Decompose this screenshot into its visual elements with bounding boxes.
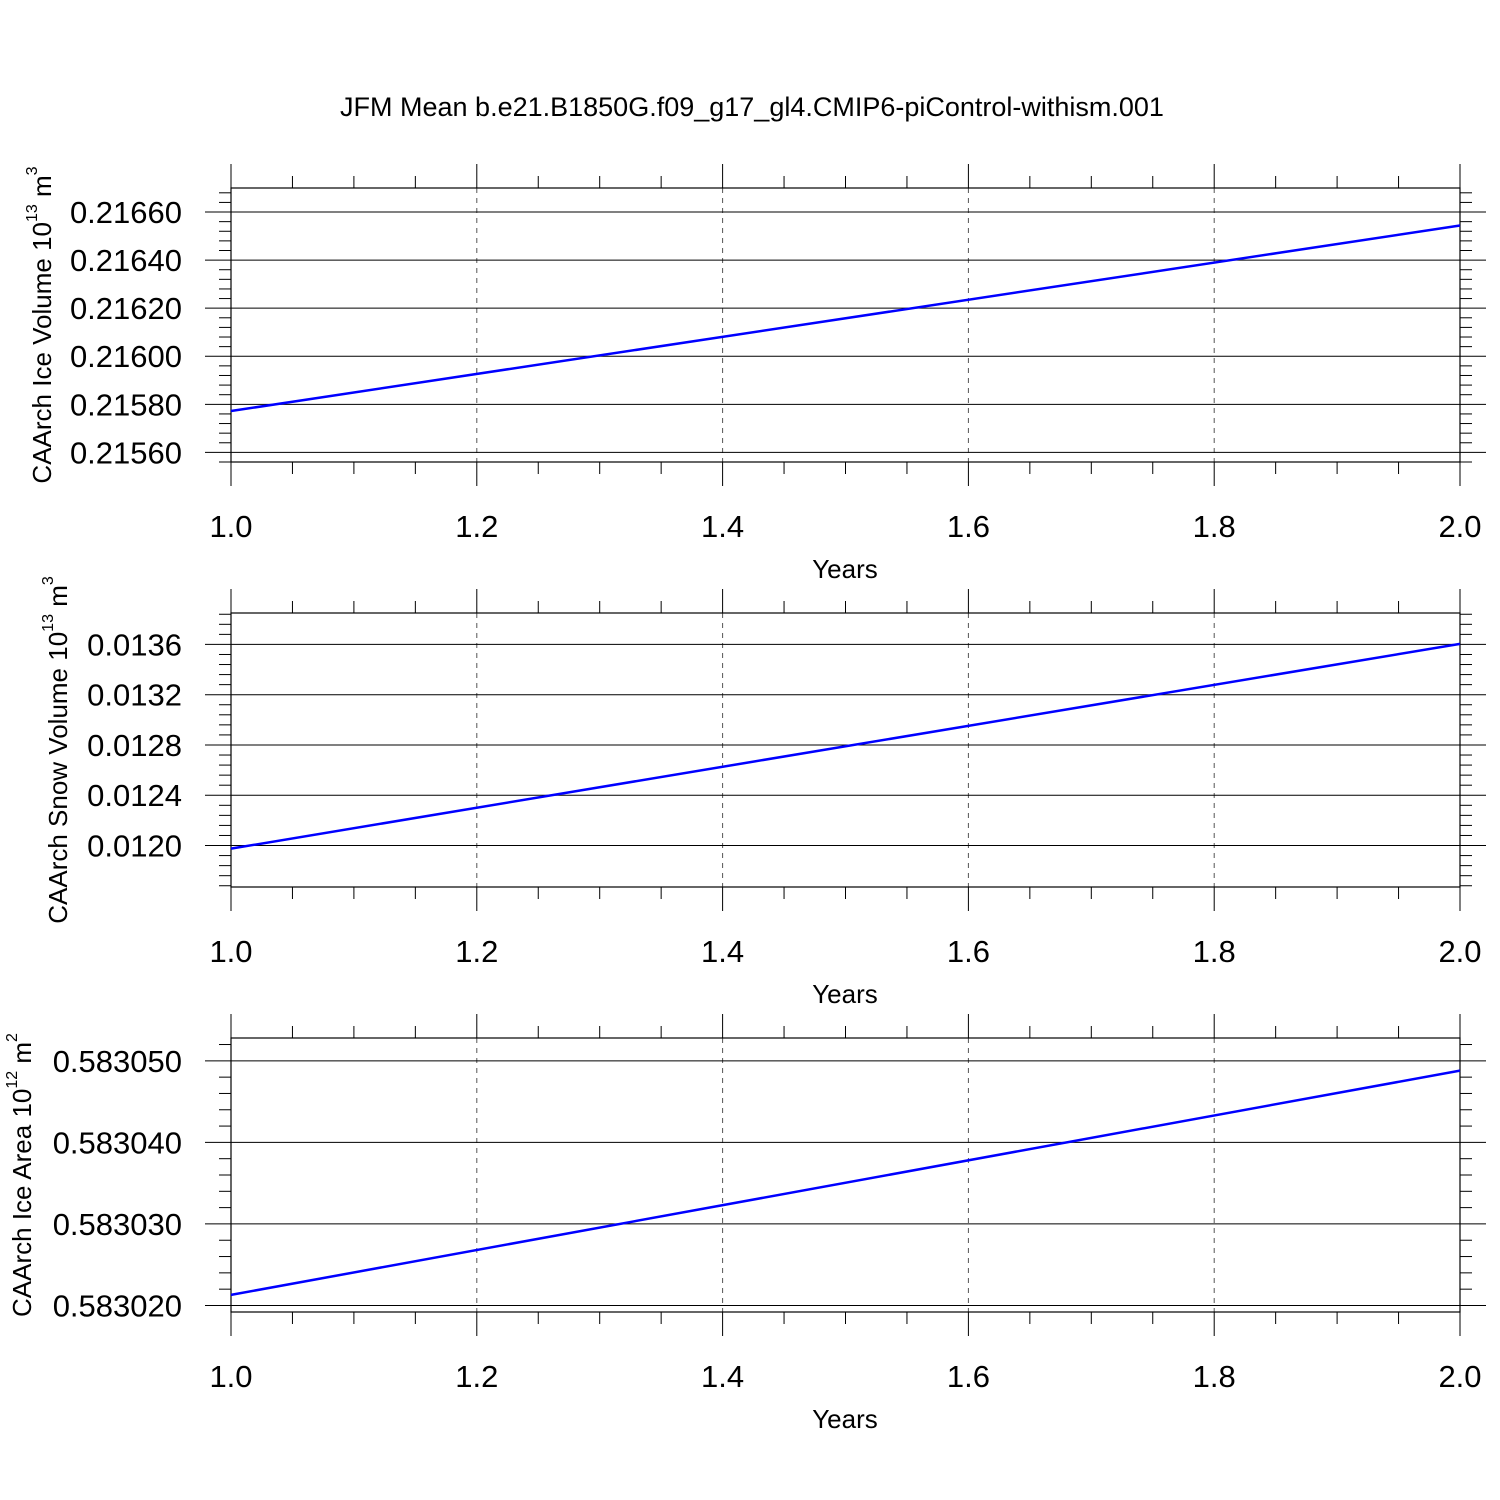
y-axis-title-unit: m — [27, 175, 57, 204]
x-tick-label: 1.0 — [209, 1359, 252, 1394]
main-title: JFM Mean b.e21.B1850G.f09_g17_gl4.CMIP6-… — [340, 92, 1164, 122]
x-tick-label: 1.2 — [455, 1359, 498, 1394]
y-axis-title-unit: m — [7, 1042, 37, 1071]
y-axis-title-unit: m — [43, 585, 73, 614]
chart-panel-1: 1.0 1.2 1.4 1.6 1.8 2.0 0.21560 0.21580 0.21600 0… — [24, 164, 1486, 584]
x-tick-label: 1.6 — [947, 934, 990, 969]
chart-panel-3: 1.0 1.2 1.4 1.6 1.8 2.0 0.583020 0.583030 0.5830… — [4, 1014, 1486, 1434]
y-tick-label: 0.21560 — [70, 435, 182, 470]
y-tick-label: 0.583030 — [53, 1207, 182, 1242]
y-tick-label: 0.0128 — [87, 728, 182, 763]
x-axis-title: Years — [812, 979, 878, 1009]
y-tick-label: 0.21620 — [70, 291, 182, 326]
y-axis-title-exponent: 13 — [24, 204, 41, 222]
panels: 1.0 1.2 1.4 1.6 1.8 2.0 0.21560 0.21580 0.21600 0… — [4, 164, 1486, 1434]
y-tick-label: 0.0120 — [87, 829, 182, 864]
x-tick-label: 1.4 — [701, 934, 744, 969]
y-axis-title-text: CAArch Ice Volume 10 — [27, 222, 57, 484]
y-axis-title: CAArch Snow Volume 1013 m3 — [40, 576, 74, 924]
x-tick-label: 1.0 — [209, 934, 252, 969]
x-axis-title: Years — [812, 554, 878, 584]
chart-panel-2: 1.0 1.2 1.4 1.6 1.8 2.0 0.0120 0.0124 0.0128 0.01… — [40, 576, 1486, 1009]
y-tick-label: 0.21600 — [70, 339, 182, 374]
y-axis-title-unit-exponent: 2 — [4, 1033, 21, 1042]
y-tick-label: 0.583040 — [53, 1125, 182, 1160]
x-tick-label: 1.8 — [1193, 934, 1236, 969]
series-line-1 — [230, 642, 1461, 850]
y-tick-label: 0.21640 — [70, 243, 182, 278]
x-tick-label: 1.6 — [947, 1359, 990, 1394]
y-tick-label: 0.21580 — [70, 387, 182, 422]
series-line-1 — [230, 1069, 1461, 1297]
x-tick-label: 1.4 — [701, 1359, 744, 1394]
y-axis-title-exponent: 12 — [4, 1071, 21, 1089]
y-axis-title-unit-exponent: 3 — [40, 576, 57, 585]
x-tick-label: 2.0 — [1438, 1359, 1481, 1394]
x-tick-label: 2.0 — [1438, 934, 1481, 969]
x-tick-label: 1.2 — [455, 509, 498, 544]
x-tick-label: 1.0 — [209, 509, 252, 544]
y-tick-label: 0.583020 — [53, 1288, 182, 1323]
y-tick-label: 0.21660 — [70, 195, 182, 230]
x-axis-title: Years — [812, 1404, 878, 1434]
x-tick-label: 1.2 — [455, 934, 498, 969]
y-axis-title: CAArch Ice Area 1012 m2 — [4, 1033, 38, 1317]
y-axis-title-unit-exponent: 3 — [24, 166, 41, 175]
plot-frame — [230, 1037, 1461, 1313]
y-tick-label: 0.583050 — [53, 1044, 182, 1079]
y-axis-title-exponent: 13 — [40, 614, 57, 632]
x-tick-label: 2.0 — [1438, 509, 1481, 544]
x-tick-label: 1.4 — [701, 509, 744, 544]
y-tick-label: 0.0124 — [87, 778, 182, 813]
y-axis-title-text: CAArch Snow Volume 10 — [43, 632, 73, 924]
x-tick-label: 1.8 — [1193, 509, 1236, 544]
y-tick-label: 0.0136 — [87, 627, 182, 662]
series-line-1 — [230, 224, 1461, 413]
x-tick-label: 1.6 — [947, 509, 990, 544]
y-tick-label: 0.0132 — [87, 678, 182, 713]
x-tick-label: 1.8 — [1193, 1359, 1236, 1394]
y-axis-title-text: CAArch Ice Area 10 — [7, 1089, 37, 1317]
y-axis-title: CAArch Ice Volume 1013 m3 — [24, 166, 58, 483]
plot-frame — [230, 187, 1461, 463]
